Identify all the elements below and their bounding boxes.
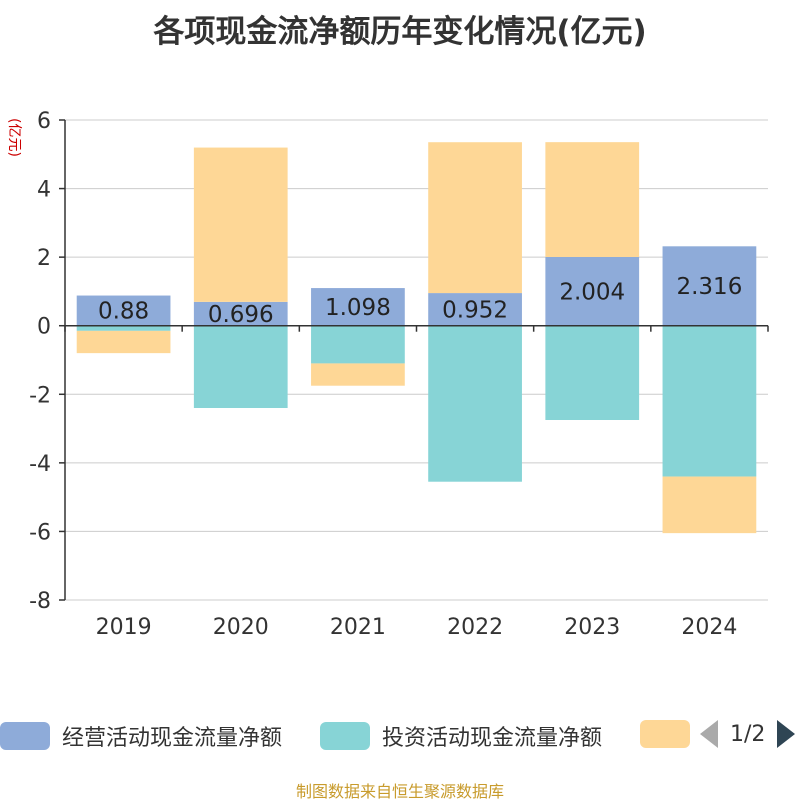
legend-item-operating[interactable]: 经营活动现金流量净额 xyxy=(0,720,282,752)
data-label: 0.696 xyxy=(208,302,274,328)
legend-label-investing: 投资活动现金流量净额 xyxy=(382,726,603,751)
x-tick-label: 2021 xyxy=(330,615,386,640)
legend-pager: 1/2 xyxy=(700,720,796,748)
bar-investing-2022 xyxy=(428,325,522,482)
data-label: 2.004 xyxy=(559,279,625,305)
bar-investing-2019 xyxy=(76,325,171,331)
x-tick-label: 2022 xyxy=(447,615,503,640)
bar-financing-2023 xyxy=(545,142,640,258)
x-tick-label: 2023 xyxy=(564,615,620,640)
bar-investing-2023 xyxy=(545,325,640,420)
bar-operating-2023 xyxy=(545,257,640,326)
page-indicator: 1/2 xyxy=(730,721,766,747)
bar-operating-2022 xyxy=(428,293,522,326)
y-tick-label: 6 xyxy=(37,109,51,134)
data-label: 2.316 xyxy=(676,274,742,300)
x-tick-label: 2020 xyxy=(213,615,269,640)
chart-title: 各项现金流净额历年变化情况(亿元) xyxy=(153,14,647,50)
legend-swatch-operating xyxy=(0,722,50,750)
y-unit-label: (亿元) xyxy=(6,118,22,157)
legend: 经营活动现金流量净额 投资活动现金流量净额 1/2 xyxy=(0,714,800,756)
footer-source: 制图数据来自恒生聚源数据库 xyxy=(295,782,504,801)
bar-financing-2021 xyxy=(311,363,405,386)
bar-financing-2020 xyxy=(193,147,288,302)
legend-swatch-investing xyxy=(320,722,370,750)
y-tick-label: 4 xyxy=(37,178,51,203)
bar-financing-2024 xyxy=(662,476,757,534)
prev-page-icon[interactable] xyxy=(700,720,718,748)
y-tick-label: -2 xyxy=(29,383,51,408)
bar-financing-2022 xyxy=(428,142,522,294)
bar-investing-2020 xyxy=(193,325,288,408)
data-label: 0.952 xyxy=(442,297,508,323)
bar-operating-2020 xyxy=(193,301,288,326)
data-label: 0.88 xyxy=(98,299,149,325)
bar-operating-2024 xyxy=(662,246,757,326)
legend-swatch-financing xyxy=(640,720,690,748)
y-tick-label: 2 xyxy=(37,246,51,271)
bar-operating-2019 xyxy=(76,295,171,326)
legend-item-investing[interactable]: 投资活动现金流量净额 xyxy=(320,720,602,752)
legend-label-operating: 经营活动现金流量净额 xyxy=(62,726,283,751)
y-tick-label: 0 xyxy=(37,315,51,340)
bar-financing-2019 xyxy=(76,330,171,354)
bar-investing-2024 xyxy=(662,325,757,477)
y-tick-label: -6 xyxy=(29,520,51,545)
legend-item-financing[interactable] xyxy=(640,720,702,748)
y-tick-label: -4 xyxy=(29,452,51,477)
bar-operating-2021 xyxy=(311,288,405,326)
x-tick-label: 2019 xyxy=(96,615,152,640)
x-tick-label: 2024 xyxy=(681,615,737,640)
bar-investing-2021 xyxy=(311,325,405,364)
next-page-icon[interactable] xyxy=(777,720,796,748)
data-label: 1.098 xyxy=(325,295,391,321)
y-tick-label: -8 xyxy=(29,589,51,614)
